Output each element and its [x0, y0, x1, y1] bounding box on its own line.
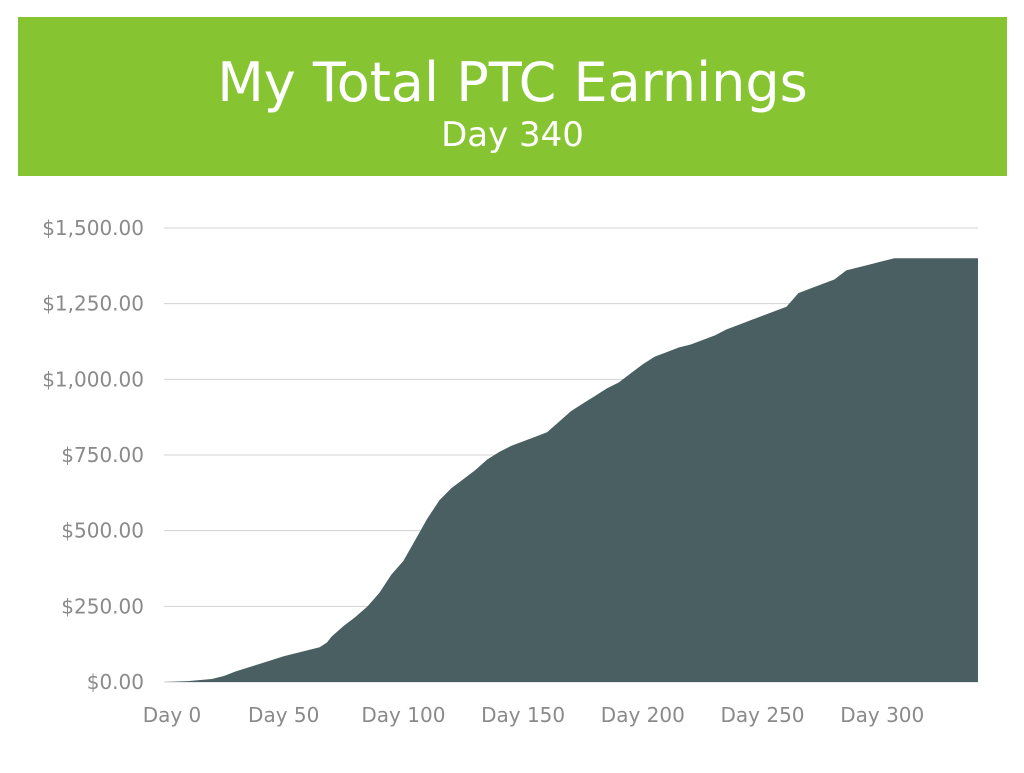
x-tick-label: Day 250 — [721, 703, 805, 727]
x-tick-label: Day 150 — [481, 703, 565, 727]
x-tick-label: Day 50 — [248, 703, 319, 727]
earnings-area-series — [164, 258, 978, 682]
x-axis-ticks: Day 0 Day 50 Day 100 Day 150 Day 200 Day 250 D… — [143, 703, 925, 727]
y-tick-label: $1,250.00 — [42, 292, 144, 316]
x-tick-label: Day 300 — [840, 703, 924, 727]
y-axis-ticks: $0.00 $250.00 $500.00 $750.00 $1,000.00 $1,25… — [42, 216, 144, 694]
y-tick-label: $750.00 — [61, 443, 144, 467]
x-tick-label: Day 200 — [601, 703, 685, 727]
series-layer — [164, 258, 978, 682]
x-tick-label: Day 100 — [361, 703, 445, 727]
x-tick-label: Day 0 — [143, 703, 202, 727]
title-banner: My Total PTC Earnings Day 340 — [18, 17, 1007, 176]
chart-subtitle: Day 340 — [441, 115, 584, 155]
chart-title: My Total PTC Earnings — [217, 51, 808, 114]
y-tick-label: $500.00 — [61, 519, 144, 543]
y-tick-label: $250.00 — [61, 594, 144, 618]
y-tick-label: $0.00 — [87, 670, 144, 694]
y-tick-label: $1,000.00 — [42, 367, 144, 391]
y-tick-label: $1,500.00 — [42, 216, 144, 240]
